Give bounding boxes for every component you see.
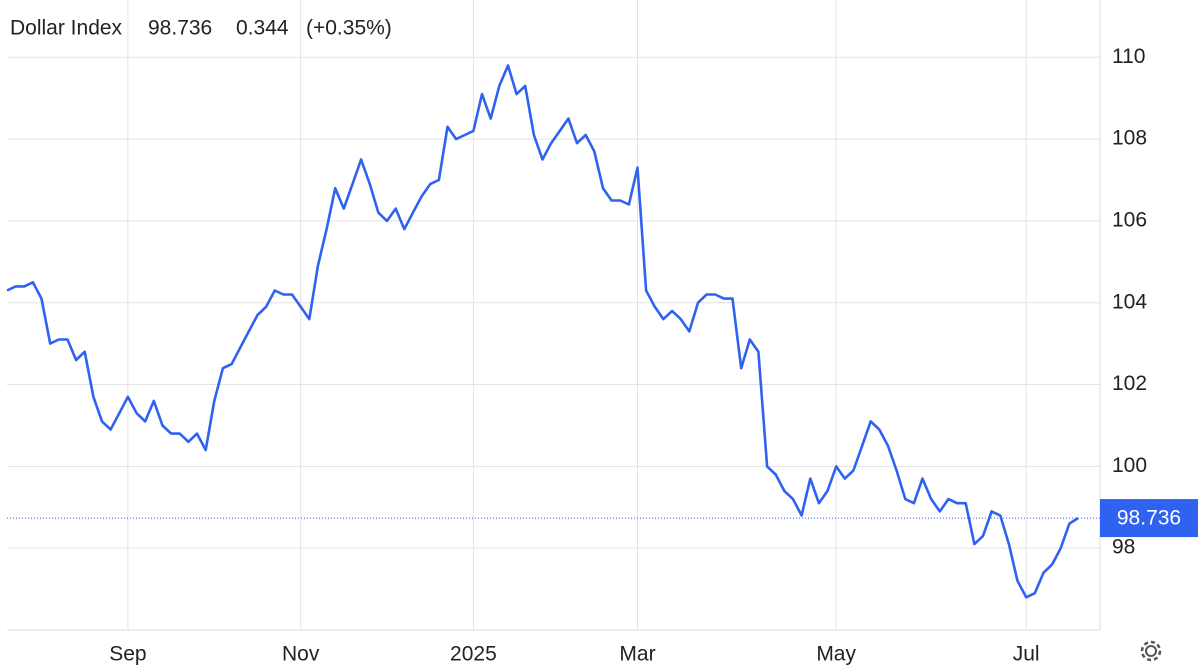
x-tick-label: May xyxy=(816,643,856,666)
y-tick-label: 102 xyxy=(1112,372,1147,395)
y-tick-label: 104 xyxy=(1112,290,1147,313)
y-tick-label: 110 xyxy=(1112,45,1145,68)
last-price-box xyxy=(1100,499,1198,538)
x-tick-label: Sep xyxy=(109,643,146,666)
header-price: 98.736 xyxy=(148,17,212,40)
price-line xyxy=(6,64,1079,599)
grid xyxy=(7,0,1100,630)
y-tick-label: 100 xyxy=(1112,454,1147,477)
x-tick-label: Nov xyxy=(282,643,320,666)
header-change: 0.344 xyxy=(236,17,289,40)
x-tick-label: Mar xyxy=(619,643,655,666)
x-tick-label: 2025 xyxy=(450,643,497,666)
last-price-label: 98.736 xyxy=(1117,507,1181,530)
header-change-pct: (+0.35%) xyxy=(306,17,392,40)
y-tick-label: 108 xyxy=(1112,127,1147,150)
y-tick-label: 106 xyxy=(1112,208,1147,231)
y-tick-label: 98 xyxy=(1112,536,1135,559)
x-tick-label: Jul xyxy=(1013,643,1040,666)
settings-icon[interactable] xyxy=(1140,640,1162,662)
chart-title: Dollar Index xyxy=(10,17,123,40)
